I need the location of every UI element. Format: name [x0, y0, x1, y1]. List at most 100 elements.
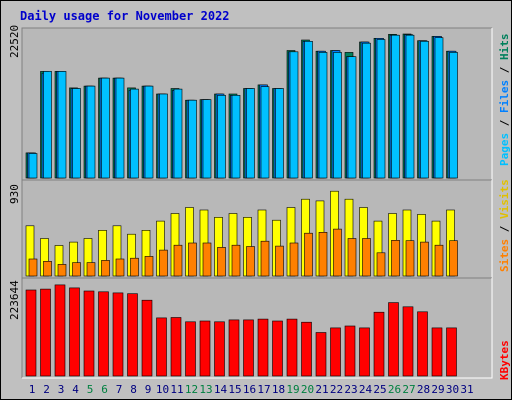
legend-sites: Sites: [498, 239, 511, 272]
visits-bars: [25, 190, 458, 277]
sites-bar-day-27: [405, 240, 415, 277]
hits-bars: [25, 33, 458, 179]
kbytes-bar-day-3: [54, 284, 66, 377]
hits-files-pages-panel: 22520 Pages / Files / Hits: [8, 25, 511, 181]
pages-bar-day-13: [202, 99, 212, 179]
sites-bar-day-20: [304, 232, 313, 277]
pages-bar-day-19: [289, 51, 299, 179]
day-label-15: 15: [228, 383, 241, 396]
kbytes-bar-day-1: [25, 289, 37, 377]
kbytes-bar-day-14: [214, 321, 225, 377]
day-label-3: 3: [58, 383, 65, 396]
kbytes-legend: KBytes: [498, 340, 511, 380]
sites-bar-day-1: [28, 258, 38, 277]
hits-legend: Pages / Files / Hits: [498, 34, 511, 167]
kbytes-bar-day-30: [446, 327, 457, 377]
day-label-12: 12: [185, 383, 198, 396]
kbytes-bar-day-5: [83, 290, 95, 377]
pages-bar-day-27: [405, 34, 415, 179]
legend-sep-1: /: [498, 113, 511, 133]
kbytes-bar-day-29: [431, 327, 443, 377]
day-label-26: 26: [388, 383, 401, 396]
kbytes-bar-day-16: [243, 319, 254, 377]
legend-pages: Pages: [498, 133, 511, 166]
sites-bar-day-21: [318, 232, 328, 277]
day-label-27: 27: [402, 383, 415, 396]
legend-sep-2: /: [498, 60, 511, 80]
kbytes-bar-day-15: [228, 319, 240, 377]
day-label-22: 22: [330, 383, 343, 396]
sites-bar-day-28: [420, 241, 429, 277]
day-labels: 1 2 3 4 5 6 7 8 9 10 11 12 13 14 15 16 17 18 19 20 21 22 23 24 2…: [29, 383, 474, 396]
pages-bar-day-26: [391, 34, 400, 179]
day-label-24: 24: [359, 383, 373, 396]
pages-bar-day-30: [449, 52, 458, 179]
day-label-17: 17: [257, 383, 270, 396]
sites-bar-day-7: [115, 258, 125, 277]
day-label-6: 6: [101, 383, 108, 396]
sites-bar-day-3: [57, 264, 67, 277]
kbytes-bar-day-4: [69, 287, 80, 377]
day-label-8: 8: [130, 383, 137, 396]
pages-bar-day-6: [101, 77, 110, 179]
kbytes-bar-day-7: [112, 292, 124, 377]
kbytes-bar-day-10: [156, 317, 167, 377]
day-label-30: 30: [446, 383, 459, 396]
pages-bar-day-14: [217, 95, 226, 179]
pages-bar-day-22: [333, 52, 342, 179]
pages-bar-day-2: [43, 71, 52, 179]
day-label-29: 29: [431, 383, 444, 396]
legend-sep-3: /: [498, 219, 511, 239]
sites-bar-day-4: [72, 262, 81, 277]
legend-files: Files: [498, 80, 511, 113]
day-label-19: 19: [286, 383, 299, 396]
day-label-9: 9: [145, 383, 152, 396]
kbytes-bar-day-28: [417, 311, 428, 377]
hits-panel-bevel: [21, 27, 492, 180]
sites-bar-day-6: [101, 260, 110, 277]
kbytes-bar-day-13: [199, 320, 211, 377]
kbytes-bars: [25, 284, 457, 377]
sites-bar-day-11: [173, 244, 183, 277]
kbytes-panel-bevel-light: [22, 278, 493, 379]
sites-bar-day-15: [231, 244, 241, 277]
kbytes-bar-day-26: [388, 302, 399, 377]
day-label-23: 23: [344, 383, 357, 396]
visits-y-label: 930: [8, 184, 21, 204]
day-label-14: 14: [214, 383, 228, 396]
pages-bar-day-15: [231, 95, 241, 179]
pages-bar-day-3: [57, 71, 67, 179]
legend-kbytes: KBytes: [498, 340, 511, 380]
day-label-2: 2: [43, 383, 50, 396]
day-label-25: 25: [373, 383, 386, 396]
pages-bar-day-7: [115, 77, 125, 179]
sites-bar-day-30: [449, 240, 458, 277]
sites-bar-day-9: [144, 256, 154, 277]
sites-bar-day-16: [246, 246, 255, 277]
kbytes-bar-day-23: [344, 325, 356, 377]
day-label-20: 20: [301, 383, 314, 396]
sites-bar-day-17: [260, 240, 270, 277]
kbytes-bar-day-20: [301, 321, 312, 377]
pages-bar-day-5: [86, 85, 96, 179]
kbytes-bar-day-9: [141, 299, 153, 377]
day-label-18: 18: [272, 383, 285, 396]
sites-bar-day-8: [130, 257, 139, 277]
pages-bar-day-20: [304, 40, 313, 179]
pages-bar-day-24: [362, 42, 371, 179]
sites-bar-day-22: [333, 228, 342, 277]
visits-sites-panel: 930 Sites / Visits: [8, 179, 511, 279]
kbytes-bar-day-18: [272, 320, 283, 377]
kbytes-bar-day-17: [257, 318, 269, 377]
sites-bar-day-25: [376, 252, 386, 277]
day-label-4: 4: [72, 383, 79, 396]
kbytes-bar-day-11: [170, 317, 182, 377]
kbytes-bar-day-21: [315, 332, 327, 377]
day-label-10: 10: [156, 383, 169, 396]
kbytes-bar-day-27: [402, 306, 414, 377]
pages-bar-day-18: [275, 88, 284, 179]
sites-bar-day-2: [43, 260, 52, 277]
pages-bar-day-17: [260, 86, 270, 179]
legend-hits: Hits: [498, 34, 511, 61]
pages-bar-day-4: [72, 88, 81, 179]
